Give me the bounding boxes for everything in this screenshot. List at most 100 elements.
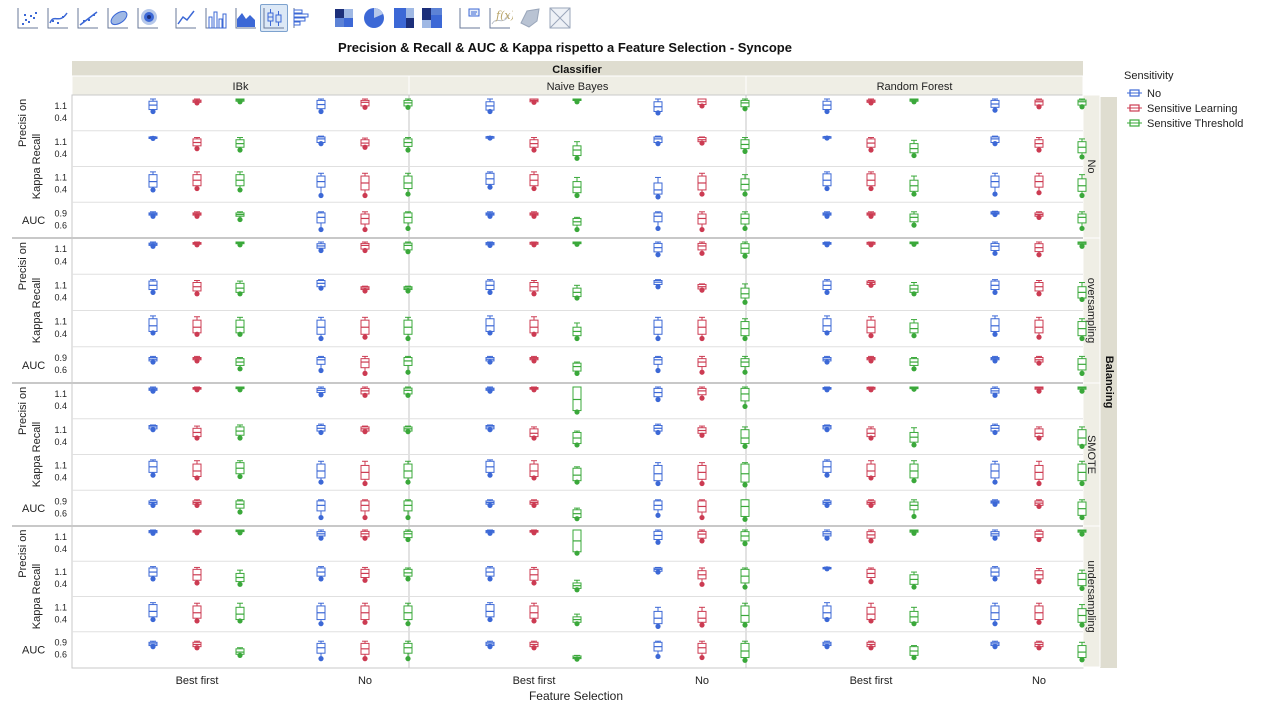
box-outlier-point <box>531 242 537 248</box>
box-outlier-point <box>1079 622 1085 628</box>
line-of-fit-icon[interactable] <box>74 4 102 32</box>
box-outlier-point <box>194 358 200 364</box>
box-outlier-point <box>1079 531 1085 537</box>
box-iqr <box>822 318 832 332</box>
contour-icon[interactable] <box>134 4 162 32</box>
box-outlier-point <box>362 656 368 662</box>
box-outlier-point <box>574 295 580 301</box>
histogram-icon[interactable] <box>290 4 318 32</box>
box-outlier-point <box>318 479 324 485</box>
box-outlier-point <box>868 435 874 441</box>
box-outlier-point <box>1036 536 1042 543</box>
line-chart-icon[interactable] <box>172 4 200 32</box>
box-iqr <box>653 212 663 223</box>
pie-chart-icon[interactable] <box>360 4 388 32</box>
box-outlier-point <box>150 359 156 365</box>
box-outlier-point <box>405 104 411 110</box>
box-outlier-point <box>742 299 748 305</box>
box-outlier-point <box>194 331 200 337</box>
treemap-icon[interactable] <box>390 4 418 32</box>
y-tick-label: 0.4 <box>54 113 67 123</box>
box-outlier-point <box>911 621 917 627</box>
box-outlier-point <box>1036 252 1042 258</box>
box-outlier-point <box>237 242 243 248</box>
box-outlier-point <box>992 501 998 507</box>
line-of-fit-icon-glyph <box>77 8 98 29</box>
box-outlier-point <box>1036 388 1042 394</box>
box-outlier-point <box>574 335 580 342</box>
box-outlier-point <box>655 569 661 575</box>
box-outlier-point <box>1079 243 1085 249</box>
box-outlier-point <box>574 656 580 662</box>
bar-chart-icon[interactable] <box>202 4 230 32</box>
area-chart-icon[interactable] <box>232 4 260 32</box>
box-outlier-point <box>531 213 537 219</box>
box-iqr <box>192 319 202 334</box>
box-outlier-point <box>237 387 243 393</box>
ellipse-icon[interactable] <box>104 4 132 32</box>
box-outlier-point <box>824 535 830 541</box>
box-outlier-point <box>531 645 537 651</box>
box-outlier-point <box>1036 480 1042 487</box>
box-outlier-point <box>487 242 493 248</box>
box-iqr <box>148 604 158 618</box>
box-outlier-point <box>742 148 748 154</box>
box-outlier-point <box>194 435 200 441</box>
box-outlier-point <box>150 330 156 336</box>
box-outlier-point <box>150 616 156 623</box>
box-outlier-point <box>574 155 580 161</box>
box-outlier-point <box>194 530 200 536</box>
box-outlier-point <box>824 108 830 115</box>
box-outlier-point <box>237 187 243 193</box>
box-outlier-point <box>531 475 537 481</box>
box-outlier-point <box>150 502 156 508</box>
box-outlier-point <box>911 584 917 590</box>
box-outlier-point <box>531 291 537 297</box>
box-outlier-point <box>992 191 998 197</box>
box-iqr <box>403 175 413 190</box>
box-iqr <box>740 605 750 623</box>
box-outlier-point <box>911 191 917 197</box>
y-tick-label: 1.1 <box>54 137 67 147</box>
box-outlier-point <box>992 289 998 295</box>
metric-label-precision: Precisi on <box>17 242 29 290</box>
y-tick-label: 0.4 <box>54 256 67 266</box>
formula-icon[interactable]: f(x) <box>486 4 515 32</box>
box-outlier-point <box>992 535 998 541</box>
metric-label-precision: Precisi on <box>17 387 29 435</box>
box-outlier-point <box>742 516 748 522</box>
box-iqr <box>529 605 539 619</box>
box-outlier-point <box>150 427 156 433</box>
caption-box-icon[interactable] <box>456 4 484 32</box>
y-tick-label: 0.4 <box>54 579 67 589</box>
box-iqr <box>866 319 876 334</box>
box-outlier-point <box>362 247 368 254</box>
smoother-icon[interactable] <box>44 4 72 32</box>
box-iqr <box>1077 429 1087 446</box>
box-outlier-point <box>699 432 705 438</box>
box-outlier-point <box>868 579 874 585</box>
box-outlier-point <box>574 442 580 448</box>
plot-area: IBk Naive Bayes Random Forest No 1.1 0.4 Preci… <box>12 75 1101 687</box>
box-iqr <box>572 467 582 482</box>
box-outlier-point <box>992 576 998 582</box>
box-outlier-point <box>868 502 874 508</box>
box-outlier-point <box>318 429 324 436</box>
box-iqr <box>360 358 370 369</box>
heatmap-icon[interactable] <box>330 4 358 32</box>
x-category-label: No <box>358 675 372 687</box>
mosaic-icon[interactable] <box>418 4 446 32</box>
scatter-points-icon[interactable] <box>14 4 42 32</box>
grid-map-icon[interactable] <box>546 4 574 32</box>
y-tick-label: 1.1 <box>54 532 67 542</box>
box-outlier-point <box>487 213 493 219</box>
map-shape-icon[interactable] <box>516 4 544 32</box>
box-outlier-point <box>237 509 243 515</box>
box-outlier-point <box>1036 214 1042 220</box>
metric-label-auc: AUC <box>22 644 45 656</box>
box-outlier-point <box>405 479 411 485</box>
box-plot-icon[interactable] <box>260 4 288 32</box>
box-outlier-point <box>1079 104 1085 110</box>
box-outlier-point <box>911 222 917 228</box>
box-outlier-point <box>655 284 661 290</box>
